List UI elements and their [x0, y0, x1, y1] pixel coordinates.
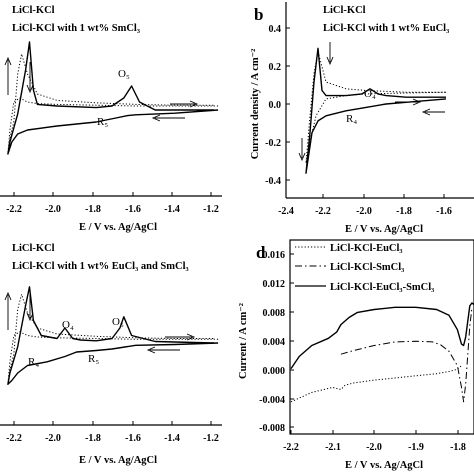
panel-c-xtick-label: -2.2	[6, 433, 22, 444]
panel-c-xtick-label: -1.4	[164, 433, 180, 444]
panel-d-ytick-label: 0.008	[263, 308, 286, 319]
panel-a-xtick-label: -2.2	[6, 204, 22, 215]
panel-d-yticks: 0.016 0.012 0.008 0.004 0.000 -0.004 -0.…	[259, 250, 294, 434]
panel-b-series-2-line	[305, 47, 447, 174]
panel-d-xlabel: E / V vs. Ag/AgCl	[345, 460, 423, 471]
panel-a-xtick-label: -2.0	[45, 204, 61, 215]
panel-b-series-1-line	[305, 51, 447, 164]
panel-a-series-2-line	[7, 41, 219, 155]
panel-d-series-1-line	[290, 365, 462, 403]
panel-a-xtick-label: -1.4	[164, 204, 180, 215]
panel-c-legend-1: LiCl-KCl	[12, 243, 55, 254]
panel-a-xtick-label: -1.6	[125, 204, 141, 215]
panel-b-xlabel: E / V vs. Ag/AgCl	[345, 224, 423, 235]
panel-d-series-2-line	[340, 308, 473, 403]
panel-a-peak-r5: R₅	[97, 116, 108, 128]
panel-a-legend-1: LiCl-KCl	[12, 5, 55, 16]
panel-b-ytick-label: 0.0	[269, 100, 282, 111]
panel-b-legend-2: LiCl-KCl with 1 wt% EuCl₃	[323, 23, 449, 34]
panel-b-tag: b	[254, 5, 263, 24]
panel-b: b LiCl-KCl LiCl-KCl with 1 wt% EuCl₃ 0.4…	[250, 2, 474, 235]
panel-c-peak-r4: R₄	[28, 356, 39, 368]
panel-d-xtick-label: -2.2	[283, 442, 299, 453]
panel-b-xtick-label: -2.0	[356, 206, 372, 217]
panel-d-ytick-label: 0.012	[263, 279, 286, 290]
panel-b-yticks: 0.4 0.2 0.0 -0.2 -0.4	[265, 24, 290, 187]
panel-d-ytick-label: 0.000	[263, 366, 286, 377]
panel-d-xtick-label: -1.9	[408, 442, 424, 453]
panel-a-xtick-label: -1.8	[85, 204, 101, 215]
panel-d-legend-2: LiCl-KCl-SmCl₃	[330, 262, 404, 273]
panel-c-peak-o5: O₅	[112, 316, 124, 328]
panel-d-legend-1: LiCl-KCl-EuCl₃	[330, 243, 403, 254]
panel-b-legend-1: LiCl-KCl	[323, 5, 366, 16]
panel-c-legend-2: LiCl-KCl with 1 wt% EuCl₃ and SmCl₃	[12, 261, 189, 272]
panel-c-xtick-label: -2.0	[45, 433, 61, 444]
panel-a-xticks: -2.2 -2.0 -1.8 -1.6 -1.4 -1.2	[6, 192, 219, 215]
panel-a-series-1-line	[7, 53, 219, 155]
panel-b-xtick-label: -1.8	[396, 206, 412, 217]
panel-a-peak-o5: O₅	[118, 68, 130, 80]
panel-d-series-3-line	[290, 302, 474, 369]
panel-d-ytick-label: -0.004	[259, 395, 285, 406]
panel-c-xtick-label: -1.2	[203, 433, 219, 444]
panel-c-peak-o4: O₄	[62, 319, 74, 331]
panel-c-series-2-line	[7, 286, 219, 385]
panel-c-series-1-line	[7, 293, 219, 385]
panel-d-frame	[289, 239, 474, 435]
panel-b-ylabel: Current density / A cm⁻²	[250, 49, 261, 160]
panel-c-xtick-label: -1.8	[85, 433, 101, 444]
panel-a-xlabel: E / V vs. Ag/AgCl	[79, 222, 157, 233]
panel-d-ytick-label: 0.004	[263, 337, 286, 348]
panel-d-ytick-label: -0.008	[259, 423, 285, 434]
panel-d-xtick-label: -2.0	[366, 442, 382, 453]
panel-b-xtick-label: -2.4	[278, 206, 294, 217]
panel-d-ytick-label: 0.016	[263, 250, 286, 261]
panel-c-xlabel: E / V vs. Ag/AgCl	[79, 455, 157, 466]
panel-d-legend-3: LiCl-KCl-EuCl₃-SmCl₃	[330, 282, 434, 293]
panel-d-xtick-label: -2.1	[325, 442, 341, 453]
panel-a-xtick-label: -1.2	[203, 204, 219, 215]
panel-b-xtick-label: -1.6	[436, 206, 452, 217]
panel-b-xtick-label: -2.2	[315, 206, 331, 217]
panel-b-ytick-label: 0.4	[269, 24, 282, 35]
panel-d-xtick-label: -1.8	[450, 442, 466, 453]
panel-c-xtick-label: -1.6	[125, 433, 141, 444]
panel-b-ytick-label: 0.2	[269, 62, 282, 73]
panel-c-xticks: -2.2 -2.0 -1.8 -1.6 -1.4 -1.2	[6, 421, 219, 444]
panel-a: LiCl-KCl LiCl-KCl with 1 wt% SmCl₃ -2.2 …	[0, 5, 222, 233]
panel-b-peak-r4: R₄	[346, 113, 357, 125]
panel-c: LiCl-KCl LiCl-KCl with 1 wt% EuCl₃ and S…	[0, 243, 222, 466]
panel-b-ytick-label: -0.4	[265, 176, 281, 187]
panel-d-ylabel: Current / A cm⁻²	[238, 303, 249, 379]
panel-c-arrows	[4, 290, 196, 354]
panel-d-xticks: -2.2 -2.1 -2.0 -1.9 -1.8	[283, 430, 466, 453]
panel-d: d LiCl-KCl-EuCl₃ LiCl-KCl-SmCl₃ LiCl-KCl…	[238, 239, 474, 471]
panel-d-tag: d	[256, 243, 266, 262]
panel-d-legend-swatches	[295, 246, 326, 287]
panel-b-xticks: -2.4 -2.2 -2.0 -1.8 -1.6	[278, 194, 452, 217]
panel-c-peak-r5: R₅	[88, 353, 99, 365]
panel-b-ytick-label: -0.2	[265, 138, 281, 149]
panel-b-peak-o4: O₄	[364, 88, 376, 100]
curve-layer	[7, 41, 474, 403]
panel-a-legend-2: LiCl-KCl with 1 wt% SmCl₃	[12, 23, 140, 34]
